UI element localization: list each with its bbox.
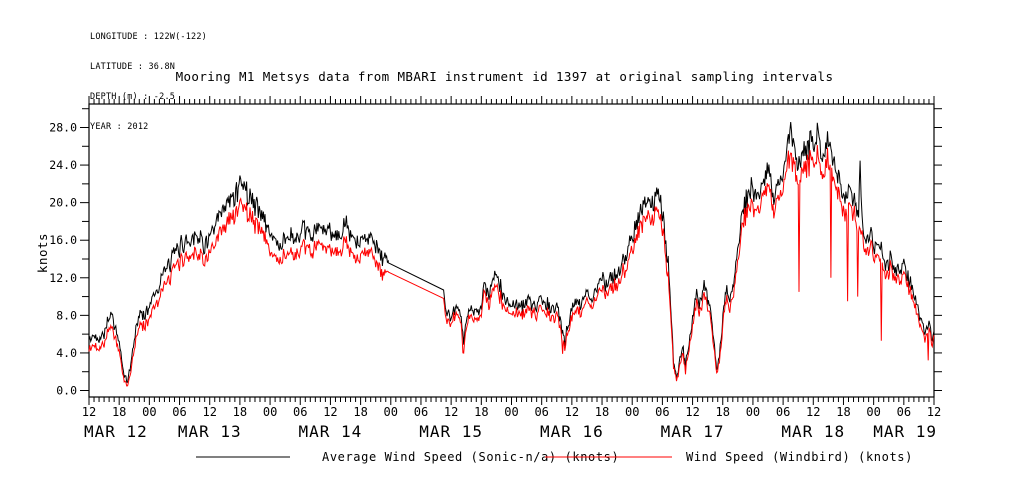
hour-label: 00 — [866, 405, 880, 419]
hour-label: 06 — [776, 405, 790, 419]
y-tick-label: 8.0 — [56, 308, 77, 322]
y-tick-label: 24.0 — [49, 158, 77, 172]
hour-label: 06 — [414, 405, 428, 419]
y-tick-label: 12.0 — [49, 271, 77, 285]
hour-label: 18 — [836, 405, 850, 419]
y-tick-label: 16.0 — [49, 233, 77, 247]
hour-label: 18 — [353, 405, 367, 419]
hour-label: 12 — [82, 405, 96, 419]
hour-label: 00 — [384, 405, 398, 419]
day-label: MAR 19 — [873, 422, 937, 441]
y-tick-label: 20.0 — [49, 196, 77, 210]
day-label: MAR 18 — [781, 422, 845, 441]
hour-label: 00 — [504, 405, 518, 419]
hour-label: 18 — [595, 405, 609, 419]
chart-title: Mooring M1 Metsys data from MBARI instru… — [175, 69, 834, 84]
hour-label: 00 — [625, 405, 639, 419]
series-line-windbird — [88, 144, 935, 387]
hour-label: 12 — [202, 405, 216, 419]
hour-label: 06 — [897, 405, 911, 419]
hour-label: 12 — [806, 405, 820, 419]
hour-label: 12 — [565, 405, 579, 419]
day-label: MAR 13 — [178, 422, 242, 441]
hour-label: 06 — [172, 405, 186, 419]
metadata-latitude: LATITUDE : 36.8N — [90, 62, 176, 72]
y-tick-label: 0.0 — [56, 384, 77, 398]
hour-label: 00 — [142, 405, 156, 419]
y-axis-title: knots — [35, 233, 50, 273]
metadata-longitude: LONGITUDE : 122W(-122) — [90, 32, 207, 42]
hour-label: 18 — [233, 405, 247, 419]
hour-label: 00 — [746, 405, 760, 419]
legend-label-windbird: Wind Speed (Windbird) (knots) — [686, 450, 913, 464]
metadata-block: LONGITUDE : 122W(-122) LATITUDE : 36.8N … — [90, 12, 207, 152]
y-tick-label: 28.0 — [49, 120, 77, 134]
metadata-year: YEAR : 2012 — [90, 122, 149, 132]
series-lines — [88, 122, 935, 387]
legend-label-sonic: Average Wind Speed (Sonic-n/a) (knots) — [322, 450, 619, 464]
hour-label: 06 — [534, 405, 548, 419]
day-label: MAR 17 — [661, 422, 725, 441]
hour-label: 12 — [685, 405, 699, 419]
day-label: MAR 14 — [299, 422, 363, 441]
y-tick-label: 4.0 — [56, 346, 77, 360]
hour-label: 06 — [655, 405, 669, 419]
axis-ticks — [80, 96, 942, 405]
hour-label: 18 — [112, 405, 126, 419]
day-label: MAR 12 — [84, 422, 148, 441]
hour-label: 06 — [293, 405, 307, 419]
axis-tick-labels: 0.0 4.0 8.0 12.0 16.0 20.0 24.0 28.0 12 18 00 06 12 1… — [49, 120, 941, 441]
metadata-depth: DEPTH (m) : -2.5 — [90, 92, 176, 102]
hour-label: 12 — [444, 405, 458, 419]
hour-label: 12 — [323, 405, 337, 419]
hour-label: 12 — [927, 405, 941, 419]
hour-label: 00 — [263, 405, 277, 419]
series-line-sonic — [88, 122, 935, 383]
day-label: MAR 16 — [540, 422, 604, 441]
day-label: MAR 15 — [419, 422, 483, 441]
hour-label: 18 — [474, 405, 488, 419]
hour-label: 18 — [716, 405, 730, 419]
legend: Average Wind Speed (Sonic-n/a) (knots) Wi… — [196, 450, 913, 464]
